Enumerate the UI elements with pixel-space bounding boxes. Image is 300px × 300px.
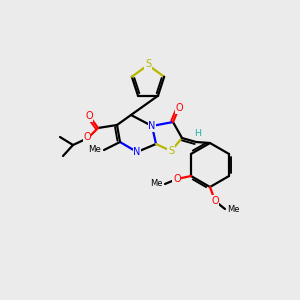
Text: Me: Me: [150, 179, 163, 188]
Text: H: H: [194, 128, 202, 137]
Text: N: N: [133, 147, 141, 157]
Text: S: S: [168, 146, 174, 156]
Text: O: O: [211, 196, 219, 206]
Text: O: O: [173, 174, 181, 184]
Text: O: O: [175, 103, 183, 113]
Text: O: O: [83, 132, 91, 142]
Text: S: S: [145, 59, 151, 69]
Text: N: N: [148, 121, 156, 131]
Text: O: O: [85, 111, 93, 121]
Text: Me: Me: [88, 146, 101, 154]
Text: Me: Me: [227, 205, 239, 214]
